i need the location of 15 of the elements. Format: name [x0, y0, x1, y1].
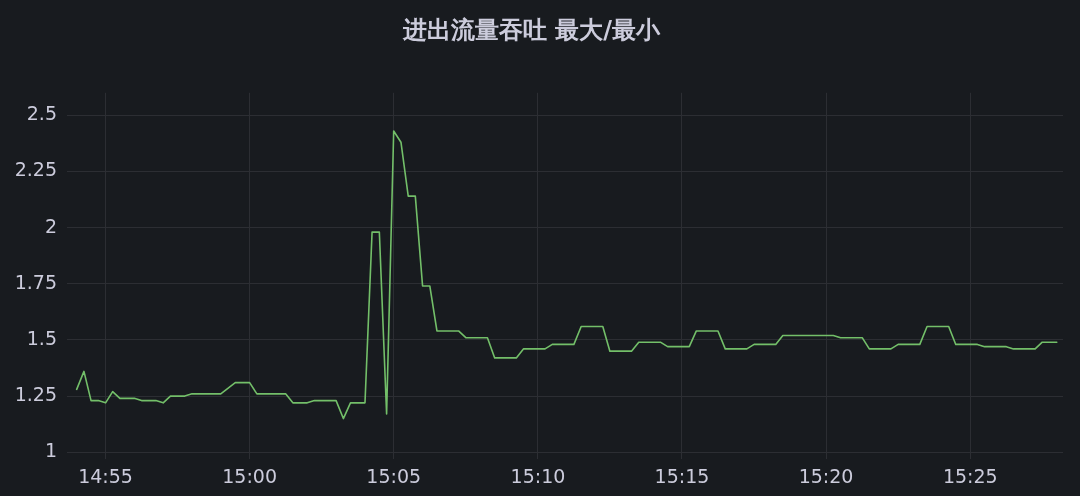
y-tick-label: 1.25 — [14, 383, 57, 406]
y-tick-label: 2.25 — [14, 158, 57, 181]
y-tick-label: 2 — [44, 214, 57, 237]
x-tick-label: 14:55 — [78, 465, 133, 488]
x-tick-label: 15:25 — [942, 465, 998, 488]
chart-title: 进出流量吞吐 最大/最小 — [401, 15, 662, 44]
y-tick-label: 1.5 — [26, 326, 57, 349]
x-tick-label: 15:10 — [510, 465, 566, 488]
x-tick-label: 15:05 — [366, 465, 422, 488]
y-tick-label: 1 — [44, 439, 57, 462]
y-tick-label: 2.5 — [26, 102, 57, 125]
y-tick-label: 1.75 — [14, 270, 57, 293]
x-tick-label: 15:20 — [798, 465, 854, 488]
x-tick-label: 15:15 — [654, 465, 710, 488]
x-tick-label: 15:00 — [222, 465, 278, 488]
